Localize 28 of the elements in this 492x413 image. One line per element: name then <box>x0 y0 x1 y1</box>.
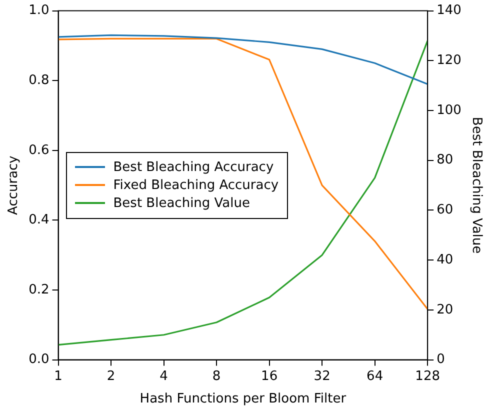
y-axis-title: Accuracy <box>6 155 22 215</box>
x-tick-label: 2 <box>106 368 116 384</box>
x-tick-label: 32 <box>314 368 330 384</box>
y2-tick-label: 140 <box>436 3 462 18</box>
x-tick-label: 128 <box>415 368 440 384</box>
x-tick-label: 16 <box>261 368 278 384</box>
legend-label: Best Bleaching Accuracy <box>113 160 274 175</box>
y-tick-label: 0.4 <box>28 212 50 228</box>
y2-tick-label: 20 <box>436 302 454 318</box>
y2-tick-label: 100 <box>436 102 462 118</box>
y2-axis-title: Best Bleaching Value <box>468 116 484 254</box>
y-tick-label: 0.8 <box>28 72 50 88</box>
y2-tick-label: 80 <box>436 152 454 168</box>
x-tick-label: 1 <box>54 368 62 384</box>
legend-label: Best Bleaching Value <box>113 196 250 211</box>
y2-tick-label: 120 <box>436 53 462 68</box>
x-tick-label: 64 <box>366 368 384 384</box>
legend-label: Fixed Bleaching Accuracy <box>113 178 279 193</box>
x-tick-label: 4 <box>160 368 168 384</box>
y-tick-label: 0.2 <box>28 282 50 298</box>
y-tick-label: 1.0 <box>28 3 50 18</box>
y2-tick-label: 60 <box>436 202 454 218</box>
y2-tick-label: 40 <box>436 252 454 268</box>
x-axis-title: Hash Functions per Bloom Filter <box>140 392 347 407</box>
y-tick-label: 0.0 <box>28 352 50 368</box>
y-tick-label: 0.6 <box>28 142 50 158</box>
x-tick-label: 8 <box>212 368 221 384</box>
y2-tick-label: 0 <box>436 352 445 368</box>
